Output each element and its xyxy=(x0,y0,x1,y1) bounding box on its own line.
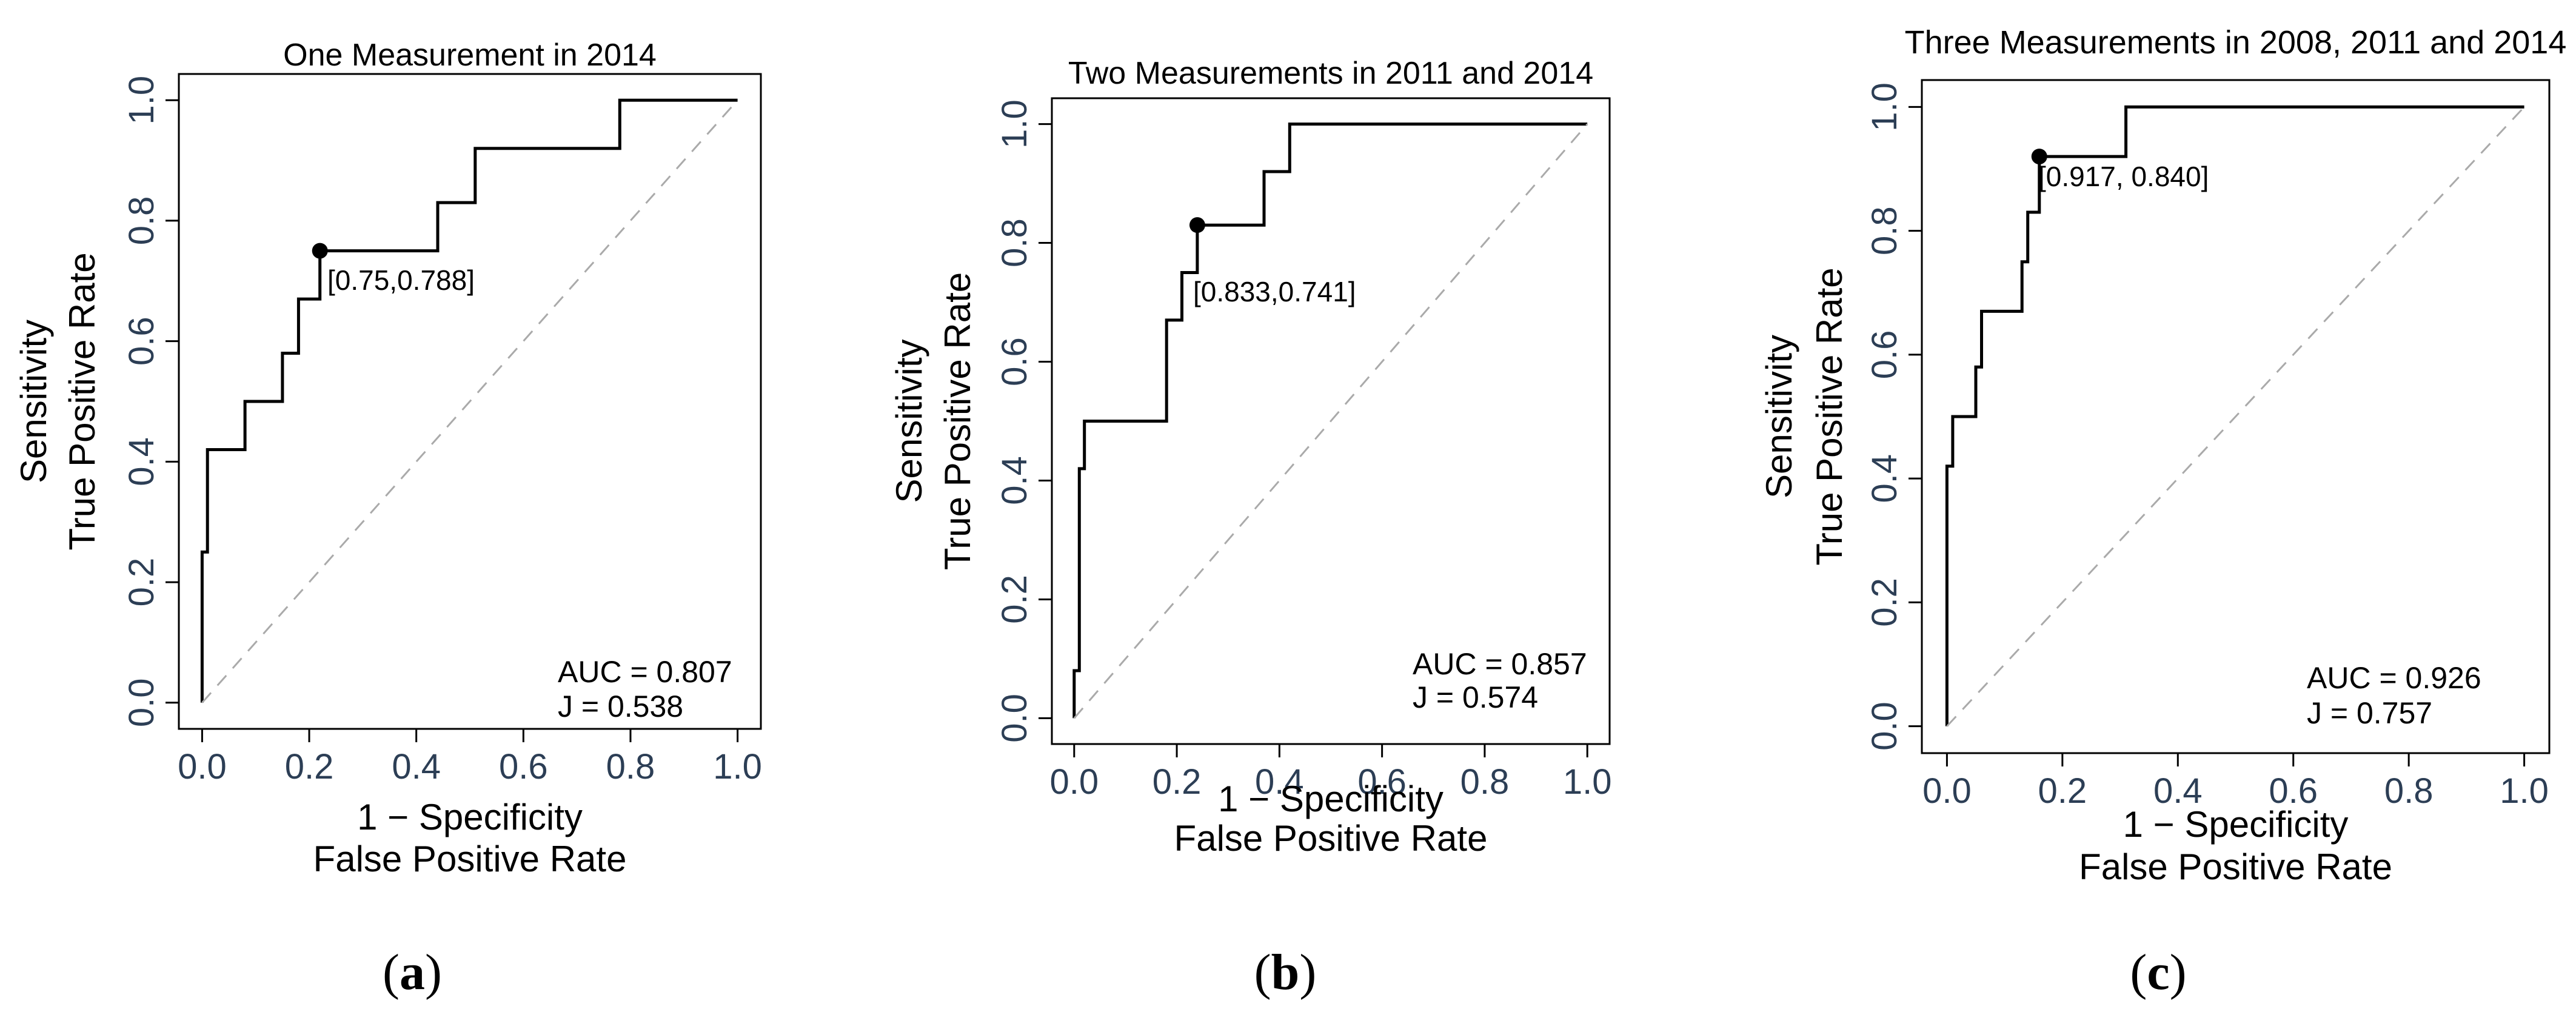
y-tick-label: 0.0 xyxy=(995,694,1034,743)
x-tick-label: 0.8 xyxy=(1460,762,1510,802)
y-axis-label-line1: Sensitivity xyxy=(1759,335,1799,498)
x-axis-label-line2: False Positive Rate xyxy=(2079,847,2392,887)
roc-curve xyxy=(1945,105,2524,726)
x-axis-label-line2: False Positive Rate xyxy=(313,839,627,879)
y-tick-label: 0.8 xyxy=(1865,206,1904,255)
optimal-cutoff-point xyxy=(2031,149,2047,165)
y-axis-label-line2: True Positive Rate xyxy=(62,252,102,550)
subfigure-label-a: (a) xyxy=(383,944,442,1001)
y-tick-label: 1.0 xyxy=(1865,82,1904,132)
x-tick-label: 0.6 xyxy=(499,747,548,786)
roc-curve xyxy=(200,98,738,703)
auc-annotation: AUC = 0.807 xyxy=(558,655,732,689)
y-tick-label: 0.4 xyxy=(995,456,1034,505)
optimal-cutoff-point xyxy=(1189,217,1205,233)
x-tick-label: 0.6 xyxy=(1357,762,1407,802)
x-axis-label-line1: 1 − Specificity xyxy=(2123,804,2349,845)
x-tick-label: 0.0 xyxy=(178,747,227,786)
optimal-cutoff-label: [0.833,0.741] xyxy=(1193,276,1356,307)
chance-diagonal-line xyxy=(201,99,738,703)
x-tick-label: 0.2 xyxy=(2038,771,2087,811)
x-tick-label: 0.0 xyxy=(1049,762,1099,802)
x-tick-label: 1.0 xyxy=(1563,762,1612,802)
y-tick-label: 0.8 xyxy=(122,196,161,246)
youden-j-annotation: J = 0.538 xyxy=(558,689,683,723)
y-tick-label: 0.0 xyxy=(1865,702,1904,751)
youden-j-annotation: J = 0.757 xyxy=(2307,696,2432,730)
x-tick-label: 0.6 xyxy=(2269,771,2318,811)
x-tick-label: 0.4 xyxy=(1255,762,1304,802)
y-tick-label: 0.2 xyxy=(995,575,1034,624)
youden-j-annotation: J = 0.574 xyxy=(1413,680,1538,714)
y-axis-label-line1: Sensitivity xyxy=(13,320,54,483)
x-tick-label: 0.4 xyxy=(2153,771,2203,811)
x-tick-label: 0.4 xyxy=(392,747,441,786)
x-tick-label: 0.0 xyxy=(1922,771,1972,811)
x-axis-label-line1: 1 − Specificity xyxy=(357,797,583,837)
y-tick-label: 0.6 xyxy=(1865,330,1904,380)
optimal-cutoff-point xyxy=(312,243,328,259)
y-tick-label: 0.8 xyxy=(995,218,1034,267)
optimal-cutoff-label: [0.75,0.788] xyxy=(327,264,475,296)
y-tick-label: 0.4 xyxy=(1865,454,1904,503)
y-tick-label: 0.0 xyxy=(122,678,161,727)
x-axis-label-line2: False Positive Rate xyxy=(1174,818,1488,859)
subfigure-label-c: (c) xyxy=(2130,944,2187,1001)
y-axis-label-line2: True Positive Rate xyxy=(937,272,978,570)
y-tick-label: 1.0 xyxy=(122,76,161,125)
chart-title: Two Measurements in 2011 and 2014 xyxy=(1068,56,1593,91)
subfigure-label-b: (b) xyxy=(1254,944,1317,1001)
x-axis-label-line1: 1 − Specificity xyxy=(1218,779,1444,819)
x-tick-label: 1.0 xyxy=(2500,771,2549,811)
auc-annotation: AUC = 0.926 xyxy=(2307,661,2481,695)
panel-a: One Measurement in 2014 0.0 0.2 0.4 0.6 0.8 1.… xyxy=(13,38,762,879)
panel-b: Two Measurements in 2011 and 2014 0.0 0.2 0… xyxy=(889,56,1612,859)
chance-diagonal-line xyxy=(1946,106,2525,727)
y-axis-label-line2: True Positive Rate xyxy=(1809,267,1850,565)
chart-title: One Measurement in 2014 xyxy=(283,38,657,73)
roc-curve xyxy=(1072,122,1588,719)
x-tick-label: 0.8 xyxy=(2384,771,2434,811)
y-tick-label: 0.6 xyxy=(995,337,1034,386)
optimal-cutoff-label: [0.917, 0.840] xyxy=(2038,161,2209,192)
plot-frame xyxy=(178,73,762,730)
chart-title: Three Measurements in 2008, 2011 and 201… xyxy=(1905,24,2567,61)
x-tick-label: 0.8 xyxy=(606,747,655,786)
auc-annotation: AUC = 0.857 xyxy=(1413,647,1587,681)
chance-diagonal-line xyxy=(1073,123,1588,719)
x-tick-label: 0.2 xyxy=(285,747,334,786)
y-tick-label: 0.6 xyxy=(122,317,161,366)
y-tick-label: 1.0 xyxy=(995,99,1034,149)
plot-frame xyxy=(1051,97,1611,745)
y-axis-label-line1: Sensitivity xyxy=(889,339,929,503)
y-tick-label: 0.2 xyxy=(122,558,161,607)
panel-c: Three Measurements in 2008, 2011 and 201… xyxy=(1759,24,2566,887)
x-tick-label: 1.0 xyxy=(713,747,762,786)
x-tick-label: 0.2 xyxy=(1153,762,1202,802)
y-tick-label: 0.2 xyxy=(1865,578,1904,627)
plot-frame xyxy=(1921,79,2551,754)
y-tick-label: 0.4 xyxy=(122,437,161,486)
